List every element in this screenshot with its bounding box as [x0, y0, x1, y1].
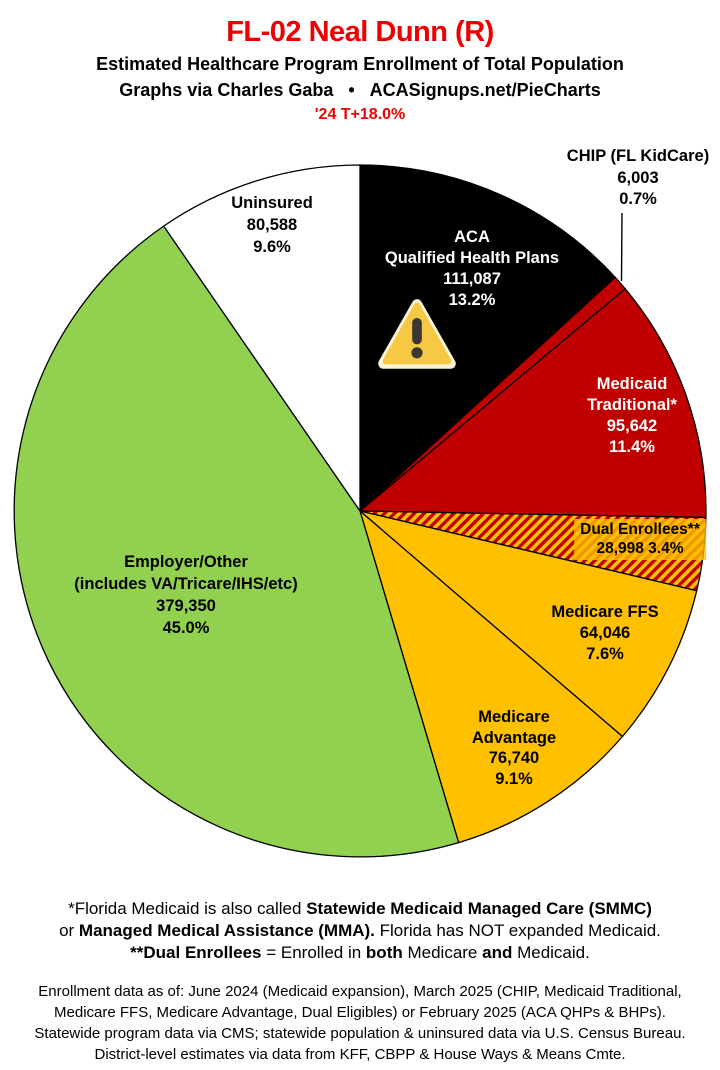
source-line-4: District-level estimates via data from K… — [94, 1046, 626, 1063]
source-line-3: Statewide program data via CMS; statewid… — [34, 1025, 686, 1042]
pie-slice-aca — [359, 164, 617, 513]
footnote-segment: Statewide Medicaid Managed Care (SMMC) — [306, 899, 652, 918]
chip-callout-line — [620, 212, 623, 282]
footnote-line-3: **Dual Enrollees = Enrolled in both Medi… — [0, 942, 720, 964]
pie-slice-employer — [13, 225, 460, 858]
footnote-line-2: or Managed Medical Assistance (MMA). Flo… — [0, 920, 720, 942]
footnote-segment: *Florida Medicaid is also called — [68, 899, 307, 918]
pie-slice-madv — [358, 509, 624, 844]
footnote-segment: and — [482, 943, 513, 962]
pie-slice-ffs — [359, 510, 698, 738]
footnote-segment: Medicaid. — [512, 943, 590, 962]
pie-slice-medicaid — [358, 287, 707, 519]
footnotes-block: *Florida Medicaid is also called Statewi… — [0, 898, 720, 964]
source-block: Enrollment data as of: June 2024 (Medica… — [0, 981, 720, 1065]
trend-label: '24 T+18.0% — [314, 106, 406, 123]
source-line-1: Enrollment data as of: June 2024 (Medica… — [38, 983, 682, 1000]
footnote-segment: both — [365, 943, 403, 962]
footnote-segment: or — [59, 921, 79, 940]
pie-slice-uninsured — [162, 164, 361, 514]
footnote-segment: **Dual Enrollees — [130, 943, 262, 962]
footnote-line-1: *Florida Medicaid is also called Statewi… — [0, 898, 720, 920]
page-title: FL-02 Neal Dunn (R) — [226, 16, 494, 48]
subtitle-line-2: Graphs via Charles Gaba • ACASignups.net… — [119, 80, 601, 100]
pie-chart — [13, 164, 707, 858]
warning-icon — [377, 294, 457, 374]
subtitle-line-1: Estimated Healthcare Program Enrollment … — [96, 54, 624, 74]
footnote-segment: Managed Medical Assistance (MMA). — [78, 921, 375, 940]
source-line-2: Medicare FFS, Medicare Advantage, Dual E… — [54, 1004, 666, 1021]
footnote-segment: Florida has NOT expanded Medicaid. — [374, 921, 661, 940]
footnote-segment: Medicare — [402, 943, 483, 962]
footnote-segment: = Enrolled in — [261, 943, 366, 962]
